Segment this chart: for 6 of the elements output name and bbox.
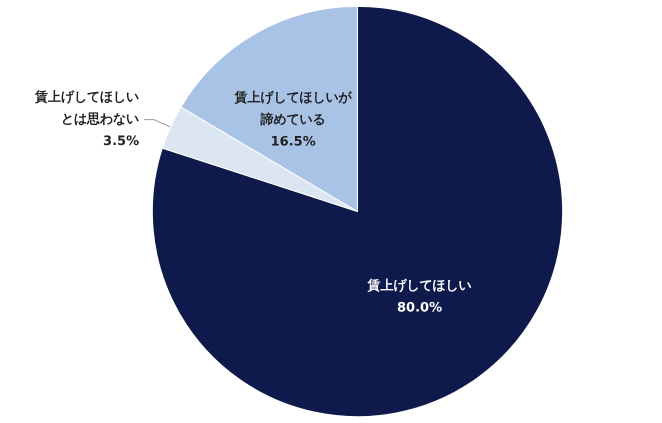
slice-label: 賃上げしてほしいが諦めている [234, 90, 353, 128]
data-label: 80.0% [396, 300, 442, 316]
data-label: 3.5% [103, 134, 140, 150]
slice-label: 賃上げしてほしい [366, 278, 472, 294]
data-label: 16.5% [270, 134, 316, 150]
slice-label: 賃上げしてほしいとは思わない [34, 90, 140, 128]
